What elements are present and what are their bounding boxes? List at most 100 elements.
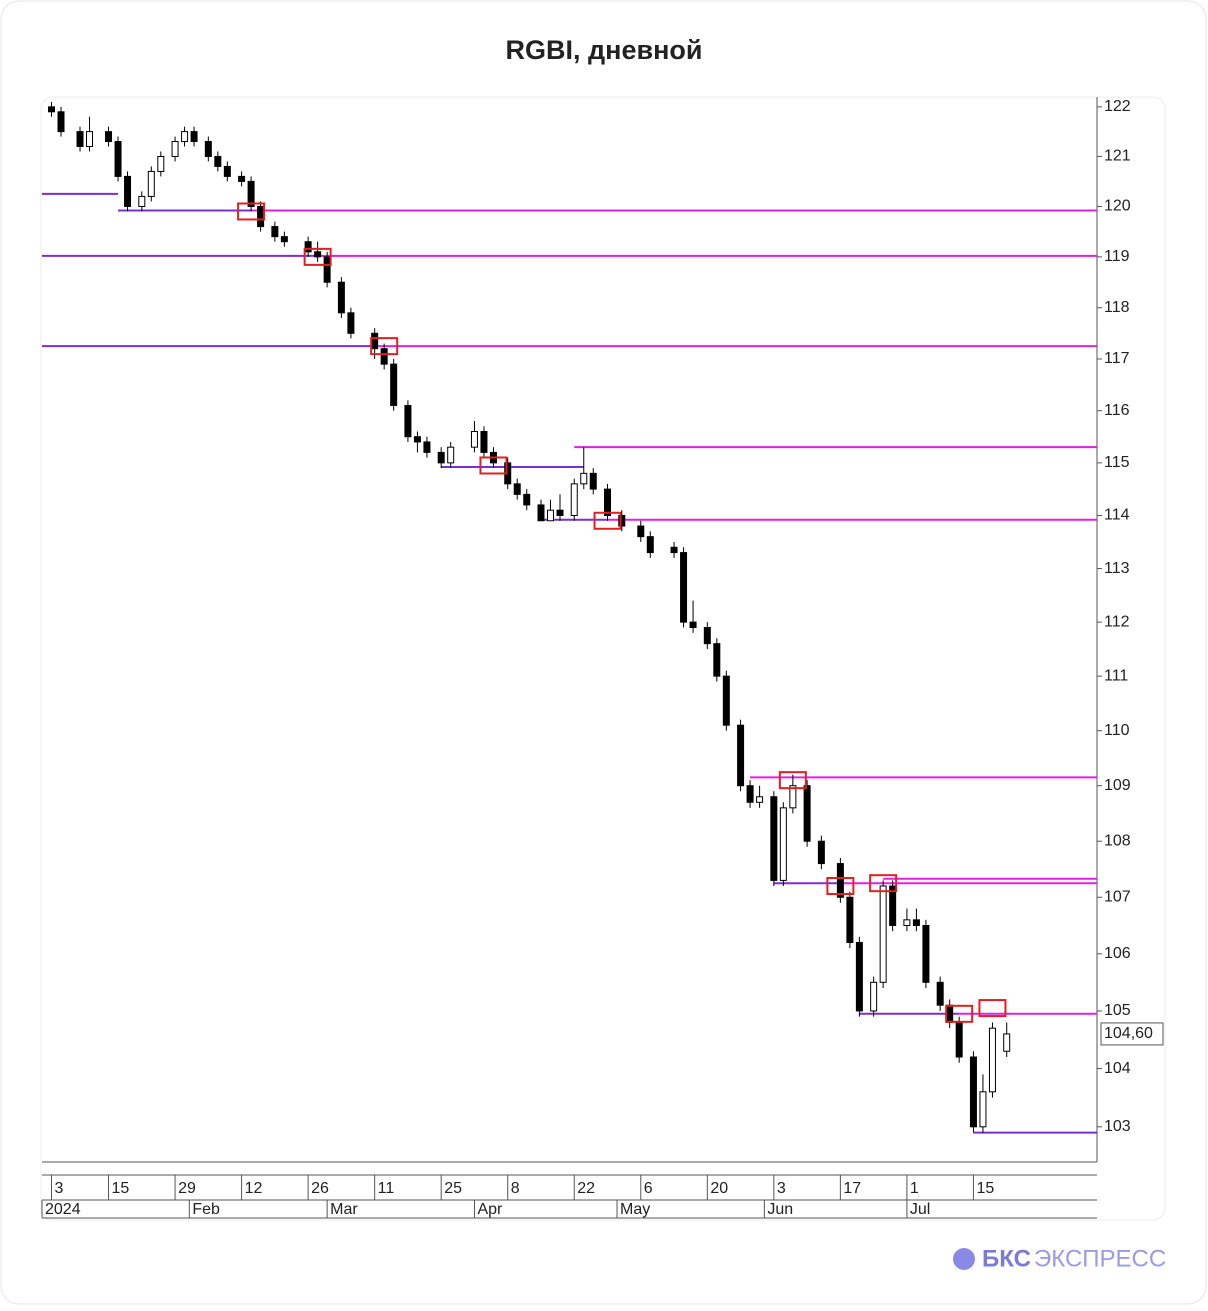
candle-body (722, 675, 730, 726)
candle-body (770, 796, 778, 881)
y-tick-label: 109 (1104, 777, 1131, 794)
candle-body (181, 131, 189, 143)
candle-body (76, 131, 84, 148)
y-tick-label: 122 (1104, 98, 1131, 115)
candle-body (546, 509, 554, 522)
y-tick-label: 106 (1104, 945, 1131, 962)
x-tick-label: 11 (378, 1180, 395, 1197)
candle-body (912, 919, 920, 926)
candle-body (171, 141, 179, 157)
chart-frame (40, 96, 1166, 1221)
y-tick-label: 119 (1104, 248, 1130, 265)
y-tick-label: 105 (1104, 1002, 1131, 1019)
month-label: Jun (767, 1201, 793, 1218)
candle-body (513, 483, 521, 495)
candle-body (955, 1021, 963, 1058)
highlight-box (978, 999, 1007, 1018)
candle-body (589, 472, 597, 490)
candle-body (304, 241, 312, 253)
candle-body (390, 363, 398, 407)
highlight-box (237, 202, 266, 221)
candle-body (580, 472, 588, 485)
month-label: Jul (910, 1201, 930, 1218)
candle-body (618, 514, 626, 527)
highlight-box (303, 247, 332, 266)
candle-body (480, 431, 488, 453)
candle-body (238, 175, 246, 182)
candle-body (570, 483, 578, 516)
month-label: Mar (330, 1201, 358, 1218)
candle-body (257, 205, 265, 228)
candle-body (969, 1056, 977, 1128)
candle-body (323, 256, 331, 283)
candle-body (646, 536, 654, 554)
candle-body (204, 141, 212, 157)
x-tick-label: 17 (843, 1180, 861, 1197)
y-tick-label: 117 (1104, 350, 1130, 367)
x-tick-label: 3 (55, 1180, 64, 1197)
logo-product: ЭКСПРЕСС (1034, 1245, 1166, 1272)
chart-title: RGBI, дневной (506, 35, 703, 65)
candle-body (447, 446, 455, 464)
x-tick-label: 3 (777, 1180, 786, 1197)
candle-body (803, 785, 811, 842)
candle-body (190, 131, 198, 143)
candle-body (337, 281, 345, 314)
candle-body (1003, 1033, 1011, 1052)
last-price-box (1100, 1022, 1164, 1046)
x-tick-label: 26 (311, 1180, 329, 1197)
logo-brand: БКС (982, 1245, 1031, 1272)
candle-body (836, 863, 844, 898)
candle-body (523, 493, 531, 506)
y-tick-label: 121 (1104, 148, 1131, 165)
candle-body (48, 106, 56, 113)
highlight-box (593, 511, 622, 530)
candle-body (703, 626, 711, 645)
candle-body (789, 785, 797, 809)
candle-body (380, 348, 388, 365)
y-tick-label: 108 (1104, 832, 1131, 849)
candle-body (214, 155, 222, 167)
y-tick-label: 116 (1104, 402, 1130, 419)
candle-body (713, 643, 721, 677)
month-label: Feb (192, 1201, 220, 1218)
candle-body (413, 436, 421, 443)
candle-body (903, 919, 911, 926)
candle-body (889, 885, 897, 926)
x-tick-label: 22 (577, 1180, 595, 1197)
y-tick-label: 118 (1104, 299, 1130, 316)
candle-body (314, 251, 322, 258)
candle-body (637, 525, 645, 538)
candle-body (680, 552, 688, 623)
candle-body (347, 312, 355, 334)
highlight-box (826, 877, 855, 896)
highlight-box (479, 456, 508, 475)
x-tick-label: 20 (710, 1180, 728, 1197)
candle-body (470, 431, 478, 448)
candle-body (670, 546, 678, 554)
candle-body (979, 1091, 987, 1128)
x-tick-label: 12 (245, 1180, 263, 1197)
candle-body (138, 195, 146, 207)
month-label: 2024 (45, 1201, 81, 1218)
candle-body (223, 165, 231, 177)
x-tick-label: 6 (644, 1180, 653, 1197)
candle-body (817, 840, 825, 865)
month-label: Apr (477, 1201, 503, 1218)
y-tick-label: 110 (1104, 722, 1130, 739)
candle-body (604, 488, 612, 516)
month-label: May (620, 1201, 650, 1218)
candle-body (423, 441, 431, 453)
candle-body (404, 405, 412, 438)
candle-body (779, 807, 787, 881)
candle-body (57, 111, 65, 133)
highlight-box (370, 337, 399, 356)
y-tick-label: 115 (1104, 454, 1130, 471)
candle-body (756, 796, 764, 803)
candle-body (988, 1027, 996, 1093)
highlight-box (778, 771, 807, 790)
x-tick-label: 15 (112, 1180, 130, 1197)
candle-body (157, 155, 165, 172)
candle-body (124, 175, 132, 207)
x-tick-label: 29 (178, 1180, 196, 1197)
